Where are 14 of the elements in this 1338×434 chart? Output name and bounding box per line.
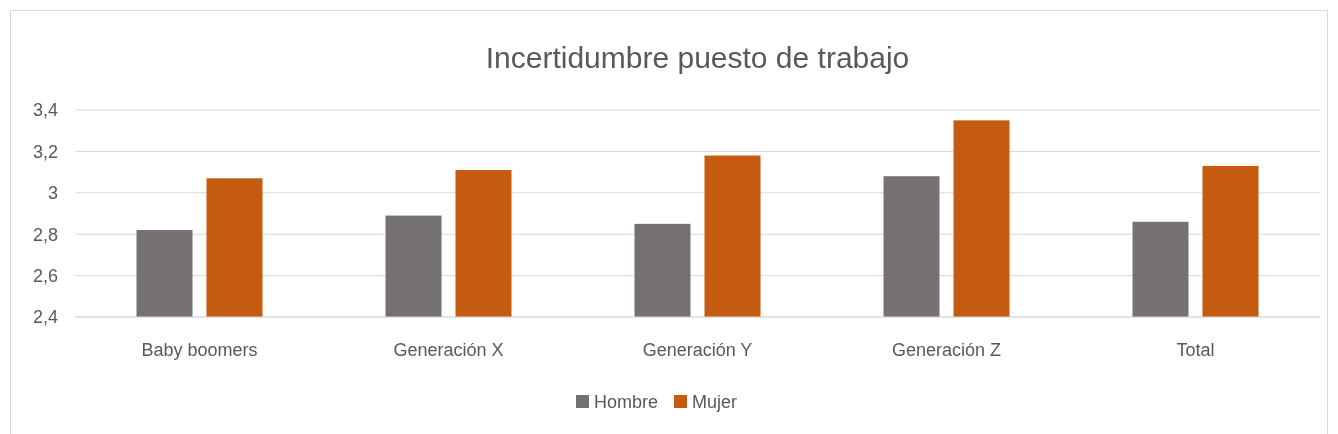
x-tick-label: Generación Z [891, 340, 1002, 360]
x-tick-label: Generación Y [642, 340, 753, 360]
legend-label: Mujer [692, 392, 738, 413]
y-tick-label: 3,2 [32, 141, 58, 162]
x-tick-label: Generación X [393, 340, 504, 360]
legend-label: Hombre [594, 392, 659, 413]
x-tick-label: Baby boomers [141, 340, 258, 360]
x-tick-label: Total [1176, 340, 1215, 360]
y-tick-label: 2,8 [32, 224, 58, 245]
y-tick-label: 3 [47, 183, 58, 204]
y-tick-label: 2,4 [32, 307, 58, 328]
y-tick-label: 2,6 [32, 265, 58, 286]
y-tick-label: 3,4 [32, 100, 58, 121]
chart-title: Incertidumbre puesto de trabajo [485, 41, 910, 74]
